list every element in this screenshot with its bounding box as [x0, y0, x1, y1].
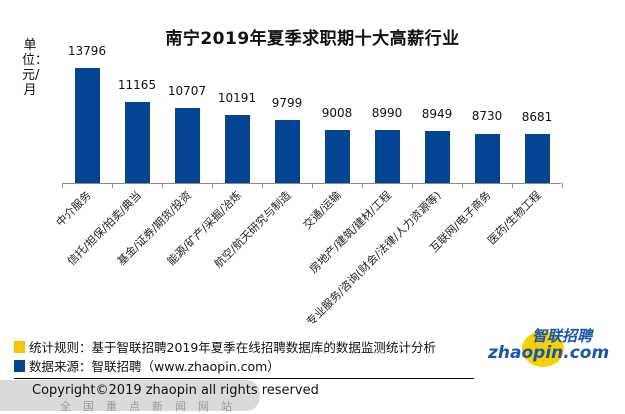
x-axis-tick — [412, 183, 413, 188]
bar-value-label: 8730 — [471, 109, 503, 124]
category-label: 交通/运输 — [300, 188, 344, 232]
bar — [124, 102, 150, 183]
x-axis-tick — [162, 183, 163, 188]
bar-value-label: 9008 — [321, 105, 353, 120]
x-axis-tick — [62, 183, 63, 188]
x-axis-tick — [462, 183, 463, 188]
bar — [174, 107, 200, 183]
x-axis-tick — [312, 183, 313, 188]
source-note: 数据来源：智联招聘（www.zhaopin.com） — [14, 356, 280, 375]
chart-title: 南宁2019年夏季求职期十大高薪行业 — [165, 29, 460, 49]
divider — [14, 378, 474, 379]
rule-text: 统计规则：基于智联招聘2019年夏季在线招聘数据库的数据监测统计分析 — [29, 340, 436, 355]
zhaopin-logo: 智联招聘 zhaopin.com — [488, 325, 610, 370]
x-axis-tick — [212, 183, 213, 188]
yellow-square-icon — [14, 340, 25, 353]
bar — [274, 119, 300, 183]
bar-value-label: 8990 — [371, 106, 403, 121]
plot-area: 13796 11165 10707 10191 9799 9008 8990 8949 8730… — [62, 40, 562, 183]
category-label: 中介服务 — [53, 188, 94, 230]
x-axis — [62, 183, 561, 184]
watermark-badge — [0, 380, 260, 411]
bar-value-label: 9799 — [271, 95, 303, 110]
x-axis-tick — [562, 183, 563, 188]
bar — [524, 134, 550, 183]
watermark-text: 全国重点新闻网站 — [60, 400, 244, 413]
bar-value-label: 8681 — [521, 110, 553, 125]
x-axis-tick — [112, 183, 113, 188]
copyright-text: Copyright©2019 zhaopin all rights reserv… — [32, 383, 319, 398]
x-axis-tick — [262, 183, 263, 188]
blue-square-icon — [14, 359, 25, 372]
y-axis-unit-label: 单位：元/月 — [22, 38, 49, 98]
rule-note: 统计规则：基于智联招聘2019年夏季在线招聘数据库的数据监测统计分析 — [14, 337, 436, 356]
bar-value-label: 8949 — [421, 106, 453, 121]
bar — [474, 133, 500, 183]
bar-value-label: 10191 — [217, 90, 257, 105]
bar-value-label: 11165 — [117, 78, 157, 92]
x-axis-tick — [362, 183, 363, 188]
bar-value-label: 10707 — [167, 83, 207, 98]
bar — [74, 68, 100, 183]
logo-sun-icon — [522, 331, 564, 367]
bar-value-label: 13796 — [67, 44, 107, 58]
bar — [224, 114, 250, 183]
logo-cn: 智联招聘 — [532, 327, 593, 345]
bar — [324, 129, 350, 183]
x-axis-tick — [512, 183, 513, 188]
bar — [374, 130, 400, 183]
source-text: 数据来源：智联招聘（www.zhaopin.com） — [29, 359, 280, 374]
logo-en: zhaopin.com — [488, 343, 610, 363]
bar — [424, 130, 450, 183]
